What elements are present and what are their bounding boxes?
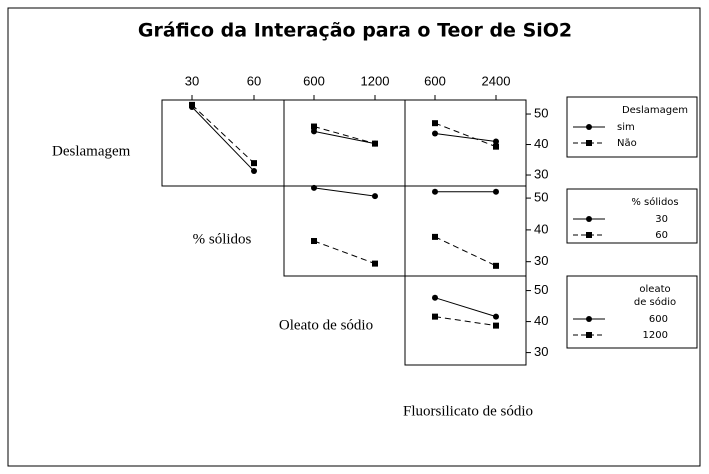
series-line	[313, 187, 376, 197]
legend-title: Deslamagem	[622, 105, 688, 116]
series-line	[434, 122, 497, 148]
legend-label: Não	[617, 138, 637, 149]
factor-label: Fluorsilicato de sódio	[403, 403, 533, 419]
y-tick-label: 40	[534, 221, 548, 236]
legend-label: 600	[649, 314, 668, 325]
point	[493, 262, 499, 269]
y-tick-label: 40	[534, 136, 548, 151]
x-tick-label: 1200	[361, 73, 390, 88]
legend-marker	[586, 332, 592, 338]
point	[493, 138, 499, 145]
series-line	[191, 104, 255, 164]
legend-label: 1200	[643, 330, 668, 341]
point	[311, 128, 317, 135]
x-tick-label: 30	[185, 73, 199, 88]
point	[311, 238, 317, 245]
legend-title: de sódio	[634, 296, 676, 308]
point	[251, 160, 257, 167]
factor-label: Oleato de sódio	[279, 317, 373, 333]
y-tick-label: 50	[534, 190, 548, 205]
point	[311, 123, 317, 130]
series-line	[313, 126, 376, 145]
legend-label: 30	[655, 214, 668, 225]
legend-box	[566, 96, 698, 158]
legend-marker	[586, 316, 592, 322]
series-line	[191, 106, 255, 172]
legend-title: % sólidos	[631, 196, 678, 208]
point	[493, 188, 499, 195]
legend-marker	[586, 140, 592, 146]
y-tick-label: 30	[534, 344, 548, 359]
factor-label: Deslamagem	[52, 143, 131, 159]
y-tick-label: 50	[534, 282, 548, 297]
point	[432, 130, 438, 137]
point	[493, 313, 499, 320]
series-line	[434, 133, 497, 142]
y-tick-label: 50	[534, 105, 548, 120]
x-tick-label: 600	[424, 73, 446, 88]
point	[372, 193, 378, 200]
y-tick-label: 30	[534, 253, 548, 268]
point	[372, 140, 378, 147]
legend-marker	[586, 232, 592, 238]
point	[432, 313, 438, 320]
y-tick-label: 40	[534, 313, 548, 328]
point	[493, 143, 499, 150]
x-tick-label: 2400	[482, 73, 511, 88]
series-line	[434, 316, 497, 327]
legend-title: oleato	[639, 284, 670, 295]
point	[251, 168, 257, 175]
x-tick-label: 600	[303, 73, 325, 88]
frame	[7, 7, 701, 467]
legend-label: sim	[617, 122, 635, 133]
legend-marker	[586, 216, 592, 222]
series-line	[434, 236, 497, 267]
series-line	[313, 130, 376, 145]
point	[311, 184, 317, 191]
chart-title: Gráfico da Interação para o Teor de SiO2	[138, 20, 572, 42]
series-line	[434, 297, 497, 318]
point	[432, 120, 438, 127]
legend-label: 60	[655, 230, 668, 241]
point	[493, 322, 499, 329]
x-tick-label: 60	[247, 73, 261, 88]
point	[189, 101, 195, 108]
point	[432, 294, 438, 301]
point	[432, 233, 438, 240]
legend-box	[566, 188, 698, 244]
point	[372, 260, 378, 267]
legend-marker	[586, 124, 592, 130]
series-line	[313, 240, 376, 265]
factor-label: % sólidos	[193, 231, 252, 247]
legend-box	[566, 275, 698, 349]
y-tick-label: 30	[534, 166, 548, 181]
point	[432, 188, 438, 195]
